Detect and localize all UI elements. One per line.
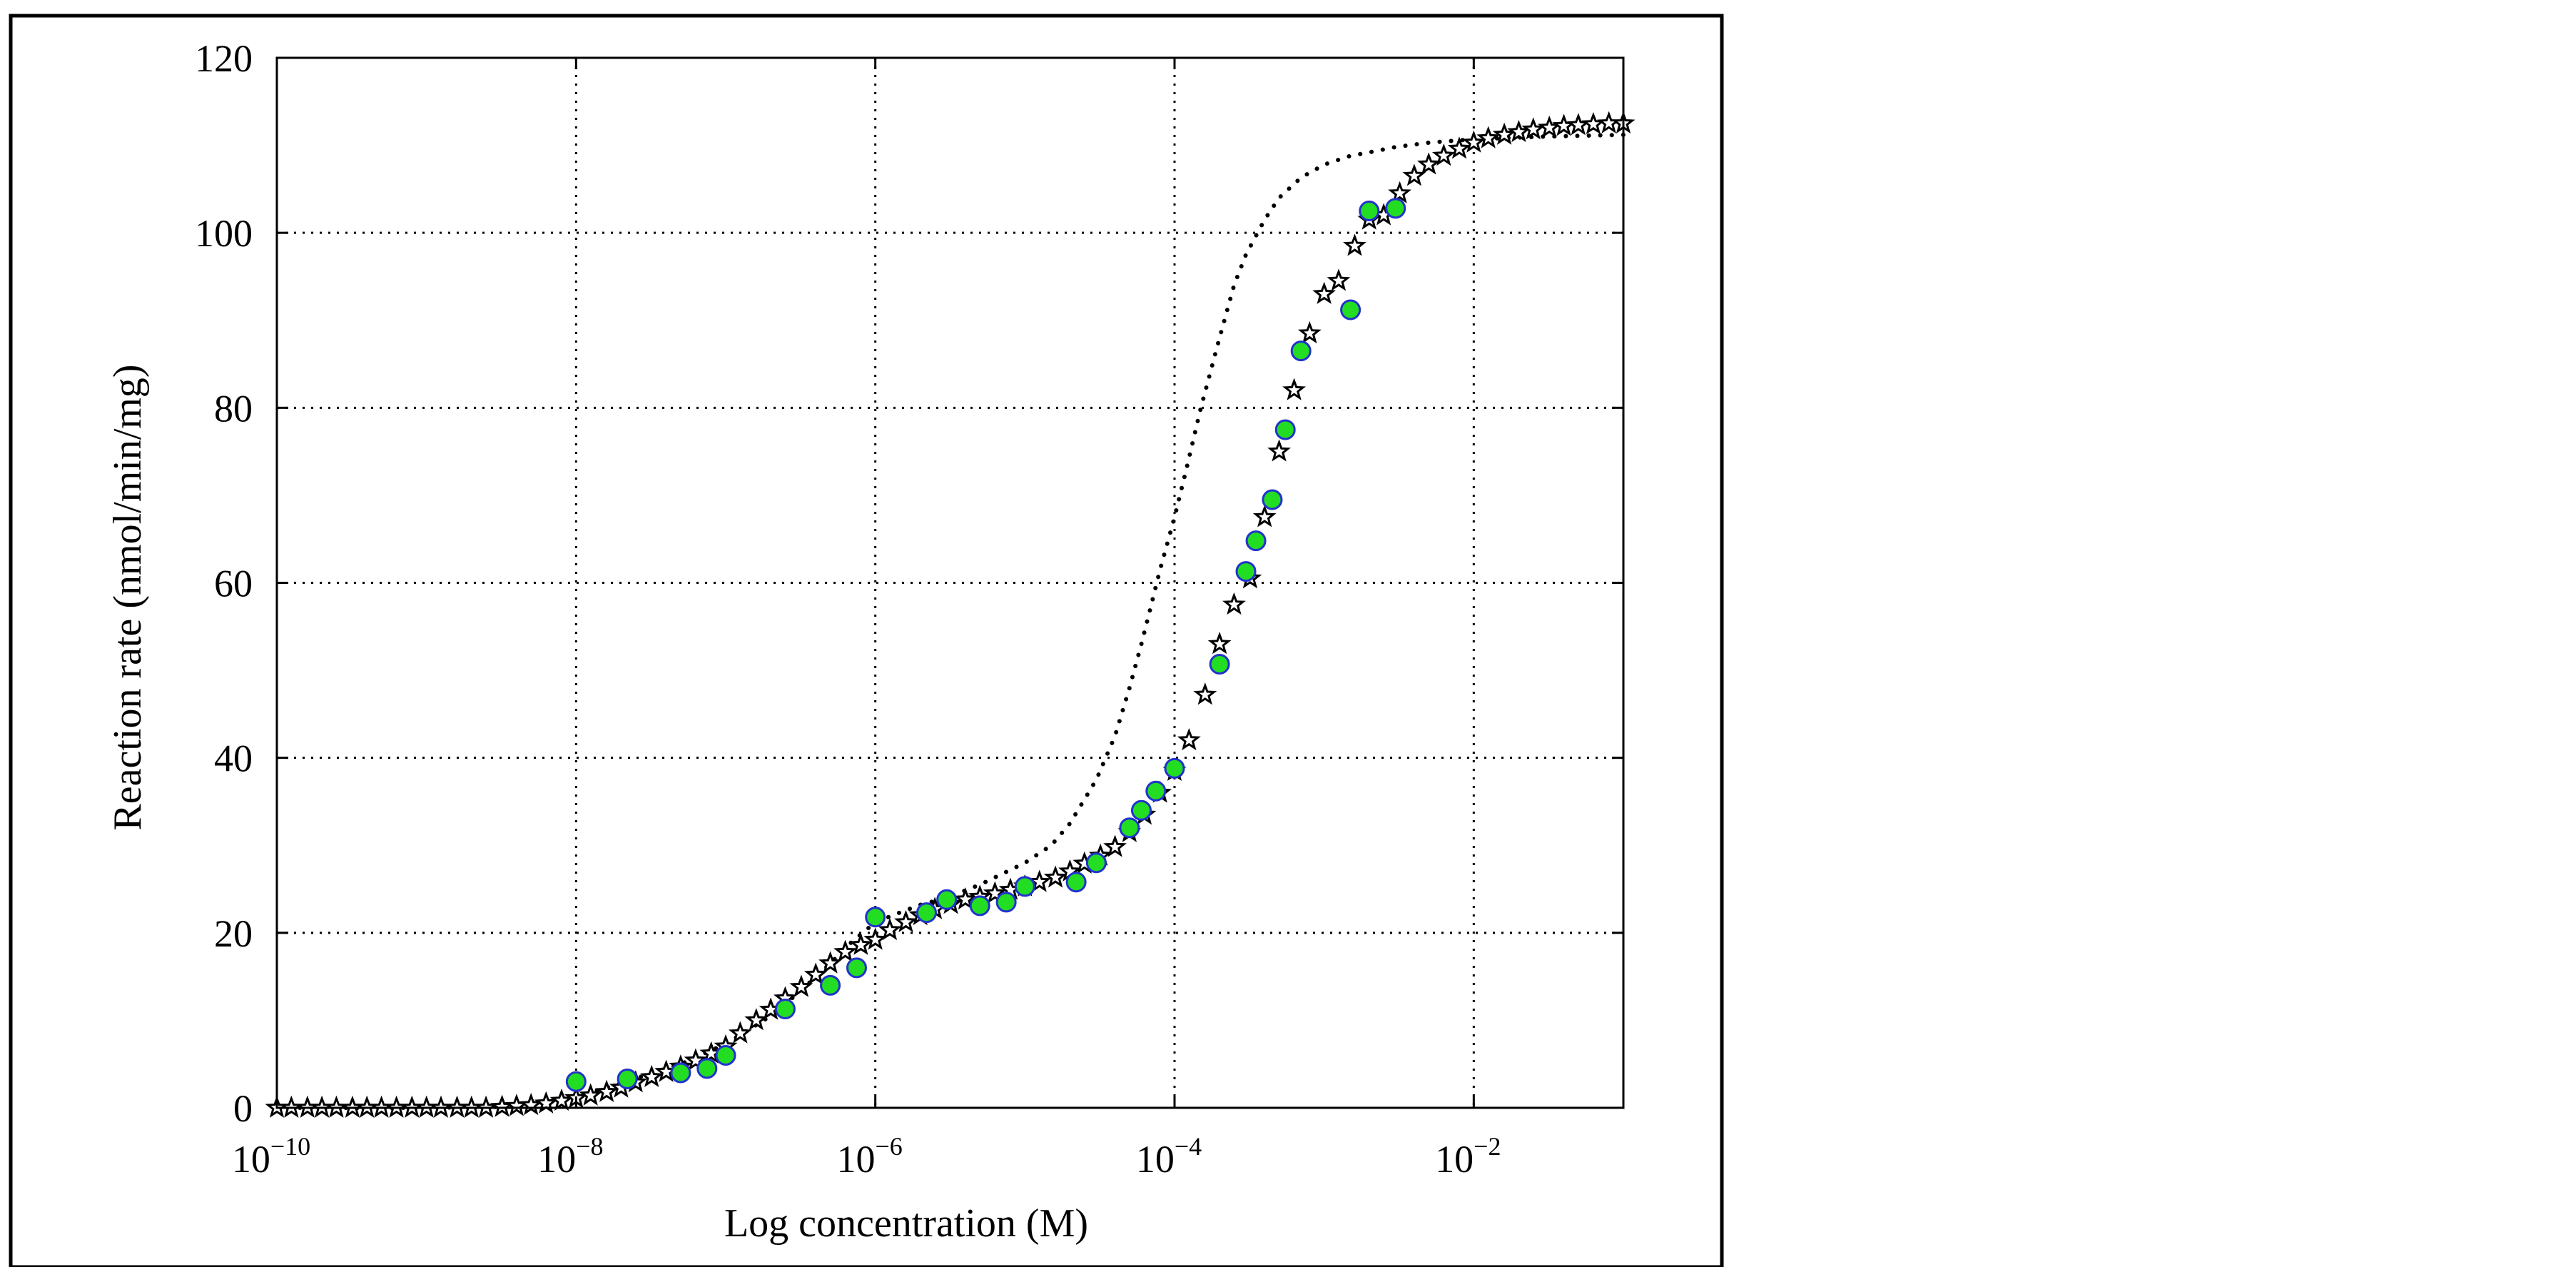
circle-point-15: [1085, 852, 1107, 874]
star-point-51: [1028, 869, 1052, 892]
star-point-21: [579, 1083, 603, 1106]
circle-point-25: [1290, 340, 1312, 362]
circle-point-5: [774, 998, 796, 1019]
star-point-52: [1043, 865, 1068, 888]
star-point-66: [1252, 505, 1277, 528]
star-point-69: [1297, 320, 1322, 344]
star-point-75: [1388, 181, 1411, 203]
star-point-72: [1343, 233, 1366, 256]
y-tick-label-1: 20: [214, 912, 253, 955]
x-axis-label: Log concentration (M): [724, 1201, 1088, 1246]
outer-border: [9, 14, 1724, 1267]
circle-point-9: [916, 902, 937, 924]
star-point-64: [1222, 592, 1246, 615]
star-point-63: [1207, 631, 1232, 655]
circle-point-18: [1145, 780, 1167, 802]
star-point-31: [728, 1021, 752, 1044]
y-axis-label: Reaction rate (nmol/min/mg): [106, 364, 150, 830]
circle-point-19: [1164, 757, 1185, 779]
star-point-41: [878, 917, 902, 941]
star-point-46: [953, 887, 978, 910]
x-tick-label-4: 10−2: [1435, 1132, 1501, 1181]
circle-point-12: [995, 892, 1017, 913]
star-point-42: [894, 909, 918, 933]
star-point-81: [1476, 126, 1500, 148]
circle-point-13: [1014, 876, 1035, 897]
star-point-48: [983, 881, 1007, 904]
circle-point-4: [715, 1044, 736, 1066]
y-tick-label-0: 0: [233, 1087, 253, 1130]
y-tick-label-2: 40: [214, 737, 253, 780]
star-point-35: [789, 974, 813, 997]
circle-point-14: [1065, 872, 1087, 893]
star-point-36: [803, 962, 828, 985]
star-point-79: [1447, 136, 1471, 159]
star-point-25: [639, 1064, 664, 1088]
circle-point-1: [617, 1069, 638, 1090]
star-point-83: [1507, 119, 1531, 143]
circle-point-16: [1119, 817, 1140, 839]
circle-point-22: [1245, 530, 1267, 552]
circle-point-7: [846, 957, 867, 979]
circle-point-20: [1209, 654, 1230, 675]
star-point-76: [1402, 163, 1426, 186]
star-point-19: [549, 1088, 574, 1111]
star-point-71: [1327, 268, 1351, 291]
star-point-80: [1461, 130, 1486, 153]
x-tick-label-2: 10−6: [837, 1132, 903, 1181]
y-tick-label-3: 60: [214, 562, 253, 605]
star-point-39: [849, 932, 873, 955]
circle-point-17: [1130, 799, 1152, 821]
axis-ticks: 0 20 40 60 80 100 120 10−10 10−8 10−6 10−4 10−2: [195, 37, 1623, 1181]
star-point-68: [1282, 378, 1307, 400]
star-point-32: [744, 1008, 769, 1031]
circle-point-11: [969, 895, 990, 917]
circle-point-27: [1359, 201, 1380, 222]
circle-point-8: [865, 907, 886, 928]
star-point-40: [863, 927, 888, 950]
x-tick-label-1: 10−8: [537, 1132, 603, 1181]
star-point-61: [1177, 727, 1201, 751]
y-tick-label-4: 80: [214, 387, 253, 430]
star-point-37: [818, 951, 842, 974]
x-tick-label-0: 10−10: [232, 1132, 310, 1181]
star-point-38: [833, 939, 858, 962]
circle-point-2: [670, 1062, 691, 1084]
y-tick-label-6: 120: [195, 37, 253, 80]
star-point-70: [1312, 281, 1336, 304]
circle-point-23: [1262, 489, 1283, 510]
y-tick-label-5: 100: [195, 212, 253, 255]
star-point-84: [1521, 117, 1546, 140]
star-point-28: [684, 1048, 708, 1071]
circle-point-10: [936, 889, 958, 910]
star-point-67: [1267, 439, 1291, 462]
circle-point-28: [1385, 198, 1406, 219]
star-point-56: [1103, 834, 1127, 857]
circle-point-24: [1274, 419, 1296, 440]
star-point-78: [1431, 143, 1456, 166]
star-point-22: [594, 1079, 619, 1102]
star-point-62: [1193, 682, 1217, 705]
star-point-82: [1492, 122, 1516, 145]
x-tick-label-3: 10−4: [1136, 1132, 1202, 1181]
circle-point-6: [820, 974, 841, 996]
circle-point-21: [1235, 561, 1257, 582]
circle-point-26: [1340, 299, 1361, 320]
star-point-77: [1416, 152, 1441, 175]
circle-point-3: [696, 1058, 718, 1079]
data-series: [265, 111, 1636, 1118]
circle-point-0: [565, 1071, 587, 1092]
